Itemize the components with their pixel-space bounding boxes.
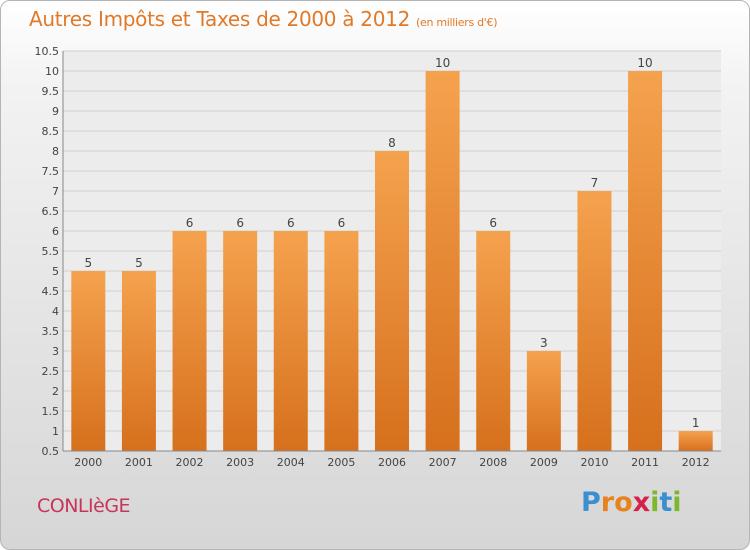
bar-value-label: 6 — [489, 216, 497, 230]
y-tick-label: 3.5 — [42, 325, 60, 338]
y-tick-label: 3 — [52, 345, 59, 358]
bar — [223, 231, 258, 451]
x-tick-label: 2004 — [277, 456, 305, 469]
bar — [324, 231, 359, 451]
bar-value-label: 3 — [540, 336, 548, 350]
bar-value-label: 10 — [435, 56, 450, 70]
brand-letter: o — [614, 487, 633, 518]
commune-name: CONLIèGE — [37, 495, 131, 517]
x-tick-label: 2000 — [74, 456, 102, 469]
bar — [678, 431, 713, 451]
brand-letter: P — [581, 487, 601, 518]
bar-value-label: 6 — [236, 216, 244, 230]
bar — [628, 71, 663, 451]
bar-value-label: 8 — [388, 136, 396, 150]
brand-letter: i — [672, 487, 682, 518]
x-tick-label: 2003 — [226, 456, 254, 469]
brand-letter: i — [650, 487, 660, 518]
bar — [526, 351, 561, 451]
y-tick-label: 2.5 — [42, 365, 60, 378]
bar — [425, 71, 460, 451]
y-tick-label: 8.5 — [42, 125, 60, 138]
chart-unit: (en milliers d'€) — [416, 16, 498, 29]
y-tick-label: 5.5 — [42, 245, 60, 258]
y-tick-label: 1 — [52, 425, 59, 438]
bar — [375, 151, 409, 451]
x-tick-label: 2005 — [327, 456, 355, 469]
bar — [273, 231, 308, 451]
brand-letter: t — [659, 487, 673, 518]
y-tick-label: 6.5 — [42, 205, 60, 218]
bar — [577, 191, 612, 451]
y-tick-label: 10 — [45, 65, 59, 78]
y-tick-label: 8 — [52, 145, 59, 158]
x-tick-label: 2011 — [631, 456, 659, 469]
x-tick-label: 2002 — [176, 456, 204, 469]
brand-logo: Proxiti — [581, 487, 682, 518]
y-tick-label: 7.5 — [42, 165, 60, 178]
x-tick-label: 2012 — [682, 456, 710, 469]
bar — [476, 231, 511, 451]
bar-value-label: 10 — [637, 56, 652, 70]
y-tick-label: 5 — [52, 265, 59, 278]
x-tick-label: 2001 — [125, 456, 153, 469]
chart-title-text: Autres Impôts et Taxes de 2000 à 2012 — [29, 7, 410, 31]
y-tick-label: 9 — [52, 105, 59, 118]
y-tick-label: 4.5 — [42, 285, 60, 298]
chart-title: Autres Impôts et Taxes de 2000 à 2012 (en… — [29, 7, 497, 31]
bar-value-label: 5 — [135, 256, 143, 270]
bar-value-label: 7 — [591, 176, 599, 190]
bar-value-label: 5 — [84, 256, 92, 270]
y-tick-label: 6 — [52, 225, 59, 238]
bar — [71, 271, 106, 451]
y-tick-label: 4 — [52, 305, 59, 318]
bar-value-label: 1 — [692, 416, 700, 430]
y-tick-label: 9.5 — [42, 85, 60, 98]
y-tick-label: 7 — [52, 185, 59, 198]
bar — [121, 271, 156, 451]
brand-letter: r — [600, 487, 615, 518]
y-tick-label: 10.5 — [35, 45, 60, 58]
brand-letter: x — [632, 487, 651, 518]
x-tick-label: 2010 — [580, 456, 608, 469]
x-tick-label: 2009 — [530, 456, 558, 469]
x-tick-label: 2006 — [378, 456, 406, 469]
x-tick-label: 2007 — [429, 456, 457, 469]
y-tick-label: 2 — [52, 385, 59, 398]
y-tick-label: 1.5 — [42, 405, 60, 418]
y-tick-label: 0.5 — [42, 445, 60, 458]
bar-value-label: 6 — [338, 216, 346, 230]
bar-value-label: 6 — [186, 216, 194, 230]
bar — [172, 231, 207, 451]
x-tick-label: 2008 — [479, 456, 507, 469]
bar-value-label: 6 — [287, 216, 295, 230]
